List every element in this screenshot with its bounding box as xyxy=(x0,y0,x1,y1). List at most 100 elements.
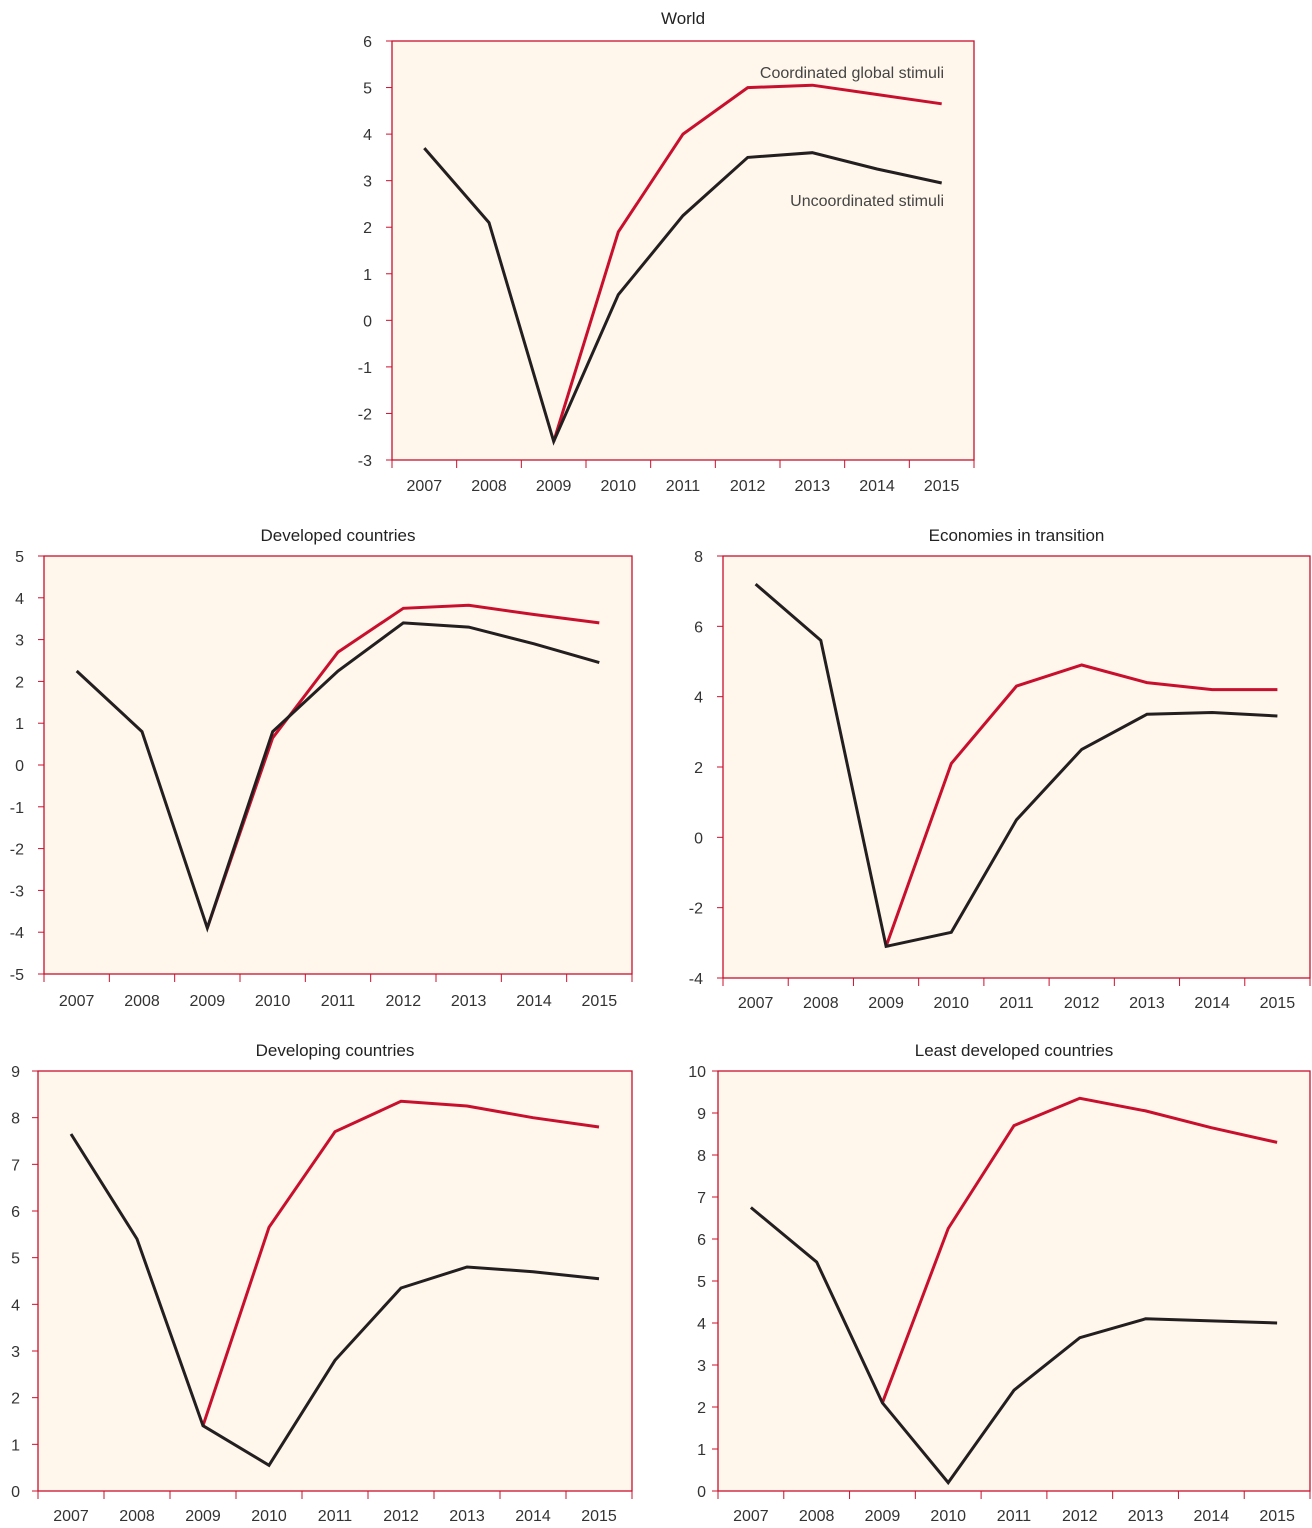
y-tick-label: -2 xyxy=(10,842,24,859)
y-tick-label: 8 xyxy=(11,1111,20,1128)
y-tick-label: 6 xyxy=(694,619,703,636)
x-tick-label: 2007 xyxy=(407,478,443,495)
x-tick-label: 2015 xyxy=(1260,995,1296,1012)
series-label-coordinated: Coordinated global stimuli xyxy=(760,65,944,82)
x-tick-label: 2008 xyxy=(799,1508,835,1525)
x-tick-label: 2012 xyxy=(386,993,422,1010)
y-tick-label: 0 xyxy=(694,830,703,847)
y-tick-label: 3 xyxy=(697,1358,706,1375)
chart-title: Economies in transition xyxy=(929,526,1105,545)
x-tick-label: 2011 xyxy=(997,1508,1032,1525)
y-tick-label: -3 xyxy=(358,453,372,470)
x-tick-label: 2014 xyxy=(516,993,552,1010)
x-tick-label: 2007 xyxy=(53,1508,89,1525)
y-tick-label: 7 xyxy=(11,1157,20,1174)
series-line-coordinated xyxy=(552,83,942,442)
y-tick-label: -1 xyxy=(10,800,24,817)
x-tick-label: 2008 xyxy=(471,478,507,495)
y-tick-label: 3 xyxy=(11,1344,20,1361)
y-tick-label: 8 xyxy=(694,549,703,566)
y-tick-label: 8 xyxy=(697,1148,706,1165)
y-tick-label: -2 xyxy=(689,901,703,918)
x-tick-label: 2008 xyxy=(803,995,839,1012)
x-tick-label: 2012 xyxy=(1064,995,1100,1012)
chart-panel-3: Developing countries 9 8 7 6 5 4 3 2 1 0 2007 2008 20… xyxy=(11,1041,633,1525)
y-tick-label: -3 xyxy=(10,883,24,900)
x-tick-label: 2014 xyxy=(859,478,895,495)
series-line-coordinated xyxy=(880,1096,1278,1404)
y-tick-label: 3 xyxy=(363,174,372,191)
y-tick-label: 5 xyxy=(15,549,24,566)
plot-area xyxy=(43,555,633,975)
chart-panel-1: Developed countries 5 4 3 2 1 0 -1 -2 -3 -4 -5 2007 2… xyxy=(10,526,633,1010)
y-tick-label: -4 xyxy=(10,925,24,942)
y-tick-label: 0 xyxy=(11,1484,20,1501)
x-tick-label: 2008 xyxy=(119,1508,155,1525)
y-tick-label: 10 xyxy=(688,1064,706,1081)
y-tick-label: 6 xyxy=(11,1204,20,1221)
y-tick-label: 2 xyxy=(11,1391,20,1408)
x-tick-label: 2010 xyxy=(601,478,637,495)
y-tick-label: 5 xyxy=(11,1251,20,1268)
x-tick-label: 2011 xyxy=(666,478,701,495)
y-tick-label: 6 xyxy=(697,1232,706,1249)
x-tick-label: 2015 xyxy=(581,1508,617,1525)
series-line-uncoordinated xyxy=(69,1133,600,1468)
y-tick-label: 2 xyxy=(697,1400,706,1417)
y-tick-label: 6 xyxy=(363,34,372,51)
x-tick-label: 2007 xyxy=(738,995,774,1012)
x-tick-label: 2009 xyxy=(868,995,904,1012)
x-tick-label: 2012 xyxy=(1062,1508,1098,1525)
y-tick-label: 4 xyxy=(694,690,703,707)
x-tick-label: 2013 xyxy=(795,478,831,495)
x-tick-label: 2013 xyxy=(1128,1508,1164,1525)
series-line-coordinated xyxy=(205,603,600,929)
x-tick-label: 2014 xyxy=(1194,995,1230,1012)
plot-area xyxy=(37,1070,633,1492)
y-tick-label: 4 xyxy=(11,1297,20,1314)
x-tick-label: 2009 xyxy=(190,993,226,1010)
chart-title: Least developed countries xyxy=(915,1041,1113,1060)
x-tick-label: 2011 xyxy=(321,993,356,1010)
x-tick-label: 2010 xyxy=(930,1508,966,1525)
chart-panel-0: World 6 5 4 3 2 1 0 -1 -2 -3 2007 2008 2009 2010 2011 20… xyxy=(358,9,975,495)
y-tick-label: 9 xyxy=(11,1064,20,1081)
series-label-uncoordinated: Uncoordinated stimuli xyxy=(790,193,944,210)
x-tick-label: 2010 xyxy=(251,1508,287,1525)
x-tick-label: 2012 xyxy=(383,1508,419,1525)
x-tick-label: 2010 xyxy=(933,995,969,1012)
y-tick-label: 2 xyxy=(694,760,703,777)
x-tick-label: 2014 xyxy=(515,1508,551,1525)
x-tick-label: 2014 xyxy=(1194,1508,1230,1525)
y-tick-label: 3 xyxy=(15,633,24,650)
y-tick-label: -1 xyxy=(358,360,372,377)
x-tick-label: 2011 xyxy=(318,1508,353,1525)
x-tick-label: 2009 xyxy=(865,1508,901,1525)
chart-panel-2: Economies in transition 8 6 4 2 0 -2 -4 2007 2008… xyxy=(689,526,1311,1012)
y-tick-label: 1 xyxy=(15,716,24,733)
y-tick-label: 5 xyxy=(363,81,372,98)
y-tick-label: 5 xyxy=(697,1274,706,1291)
y-tick-label: 0 xyxy=(697,1484,706,1501)
chart-title: World xyxy=(661,9,705,28)
chart-title: Developed countries xyxy=(261,526,416,545)
x-tick-label: 2012 xyxy=(730,478,766,495)
y-tick-label: 1 xyxy=(363,267,372,284)
series-line-uncoordinated xyxy=(754,582,1278,949)
series-line-uncoordinated xyxy=(75,621,600,933)
y-tick-label: -5 xyxy=(10,967,24,984)
x-tick-label: 2007 xyxy=(733,1508,769,1525)
x-tick-label: 2013 xyxy=(449,1508,485,1525)
chart-panel-4: Least developed countries109876543210200… xyxy=(688,1041,1311,1525)
y-tick-label: 0 xyxy=(363,313,372,330)
y-tick-label: 1 xyxy=(697,1442,706,1459)
x-tick-label: 2011 xyxy=(999,995,1034,1012)
series-line-coordinated xyxy=(201,1099,600,1427)
y-tick-label: 2 xyxy=(363,220,372,237)
plot-area xyxy=(391,40,975,461)
y-tick-label: 4 xyxy=(697,1316,706,1333)
x-tick-label: 2015 xyxy=(924,478,960,495)
y-tick-label: 4 xyxy=(363,127,372,144)
y-tick-label: 9 xyxy=(697,1106,706,1123)
